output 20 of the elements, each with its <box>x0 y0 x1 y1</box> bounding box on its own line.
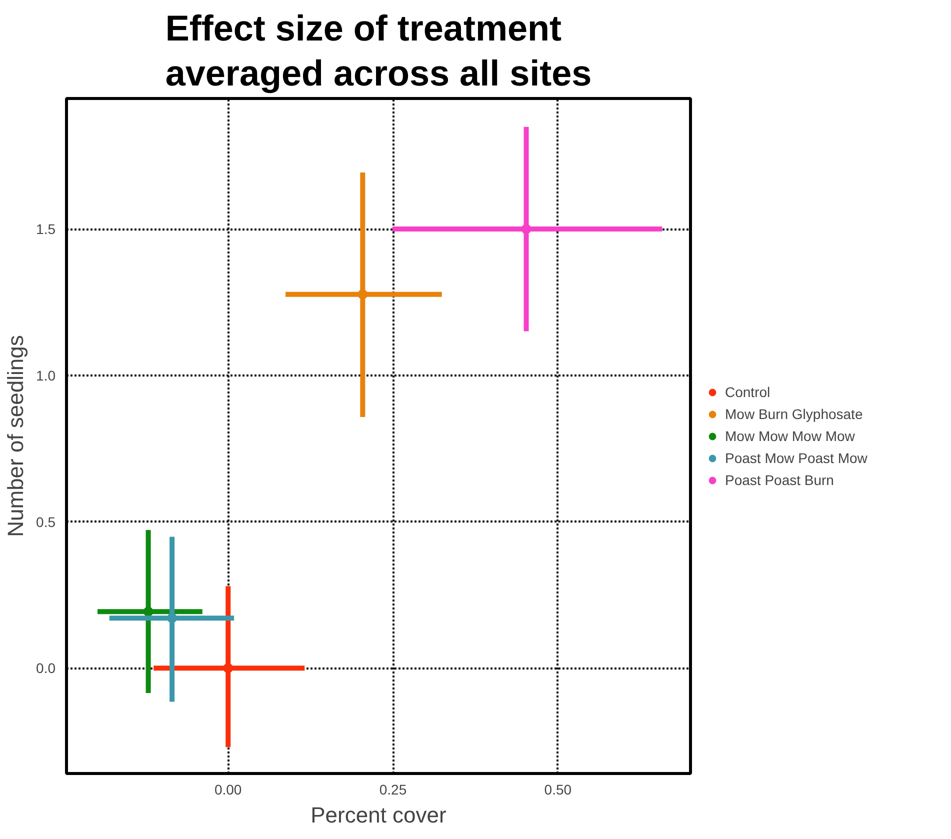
y-tick-label: 1.0 <box>36 367 56 384</box>
legend-label: Mow Burn Glyphosate <box>725 406 863 422</box>
legend-label: Poast Poast Burn <box>725 472 834 488</box>
x-tick-label: 0.00 <box>214 782 242 798</box>
x-tick-label: 0.25 <box>379 782 407 798</box>
y-tick-label: 1.5 <box>36 221 56 238</box>
y-tick-label: 0.5 <box>36 514 56 530</box>
chart-title: Effect size of treatment averaged across all sites <box>165 7 592 94</box>
point <box>358 289 368 300</box>
point <box>143 606 154 617</box>
y-axis-title: Number of seedlings <box>3 335 28 537</box>
point <box>167 613 178 624</box>
legend-label: Control <box>725 384 770 400</box>
point <box>521 224 532 234</box>
point <box>223 663 234 674</box>
legend-label: Mow Mow Mow Mow <box>725 428 855 444</box>
x-tick-label: 0.50 <box>544 782 572 798</box>
x-axis-title: Percent cover <box>310 802 446 828</box>
legend-label: Poast Mow Poast Mow <box>725 450 868 466</box>
y-tick-label: 0.0 <box>36 660 56 676</box>
